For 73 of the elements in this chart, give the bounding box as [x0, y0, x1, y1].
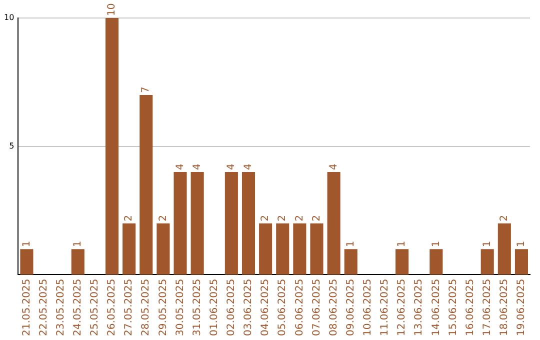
x-tick-label: 08.06.2025 [328, 278, 340, 336]
data-label: 2 [277, 215, 288, 222]
x-tick-label: 21.05.2025 [21, 278, 32, 336]
x-tick-label: 05.06.2025 [277, 278, 288, 336]
x-tick-label: 25.05.2025 [90, 278, 101, 336]
bar [293, 223, 306, 275]
x-tick-label: 22.05.2025 [38, 278, 50, 336]
data-label: 1 [72, 240, 84, 248]
x-tick-label: 02.06.2025 [226, 278, 238, 336]
x-tick-label: 26.05.2025 [106, 278, 118, 336]
bar [430, 249, 443, 275]
data-label: 4 [226, 164, 238, 170]
bar [396, 249, 409, 275]
bar [498, 223, 511, 275]
bar [344, 249, 358, 275]
x-tick-label: 29.05.2025 [158, 278, 169, 336]
x-tick-label: 09.06.2025 [345, 278, 356, 336]
x-tick-label: 13.06.2025 [414, 278, 425, 336]
data-label: 2 [260, 215, 272, 222]
x-tick-label: 30.05.2025 [174, 278, 186, 336]
x-tick-label: 18.06.2025 [499, 278, 510, 336]
bar [310, 223, 324, 275]
x-tick-label: 31.05.2025 [192, 278, 203, 336]
data-label: 1 [345, 240, 356, 248]
data-label: 4 [243, 164, 254, 170]
bar [259, 223, 272, 275]
x-tick-label: 19.06.2025 [516, 278, 528, 336]
data-label: 1 [21, 240, 32, 248]
x-tick-label: 15.06.2025 [448, 278, 459, 336]
data-label: 1 [482, 240, 493, 248]
x-tick-label: 01.06.2025 [208, 278, 220, 336]
data-label: 10 [106, 3, 118, 16]
data-label: 1 [516, 240, 528, 248]
x-tick-label: 06.06.2025 [294, 278, 306, 336]
data-label: 1 [396, 240, 408, 248]
x-tick-label: 07.06.2025 [311, 278, 322, 336]
x-tick-label: 12.06.2025 [396, 278, 408, 336]
x-tick-label: 14.06.2025 [430, 278, 442, 336]
data-label: 2 [499, 215, 510, 222]
data-label: 7 [140, 86, 152, 94]
data-label: 4 [192, 164, 203, 170]
bar [105, 18, 119, 275]
data-label: 2 [158, 215, 169, 222]
y-tick-label: 5 [9, 141, 14, 150]
x-tick-label: 23.05.2025 [55, 278, 66, 336]
data-label: 4 [328, 164, 340, 170]
x-tick-label: 17.06.2025 [482, 278, 493, 336]
x-tick-label: 27.05.2025 [124, 278, 135, 336]
bar [224, 172, 238, 275]
bar [190, 172, 204, 275]
bar [140, 95, 153, 275]
bar [122, 223, 136, 275]
bar [480, 249, 494, 275]
x-tick-label: 16.06.2025 [464, 278, 476, 336]
bar [20, 249, 34, 275]
bar [156, 223, 170, 275]
bar [174, 172, 187, 275]
bar [327, 172, 340, 275]
x-tick-label: 04.06.2025 [260, 278, 272, 336]
data-label: 4 [174, 164, 186, 170]
bar [71, 249, 84, 275]
x-tick-label: 03.06.2025 [243, 278, 254, 336]
bar [514, 249, 528, 275]
bar [242, 172, 256, 275]
bar [276, 223, 290, 275]
data-label: 2 [294, 215, 306, 222]
data-label: 1 [430, 240, 442, 248]
x-tick-label: 11.06.2025 [380, 278, 391, 336]
x-tick-label: 24.05.2025 [72, 278, 84, 336]
x-tick-label: 10.06.2025 [362, 278, 374, 336]
data-label: 2 [311, 215, 322, 222]
data-label: 2 [124, 215, 135, 222]
x-tick-label: 28.05.2025 [140, 278, 152, 336]
